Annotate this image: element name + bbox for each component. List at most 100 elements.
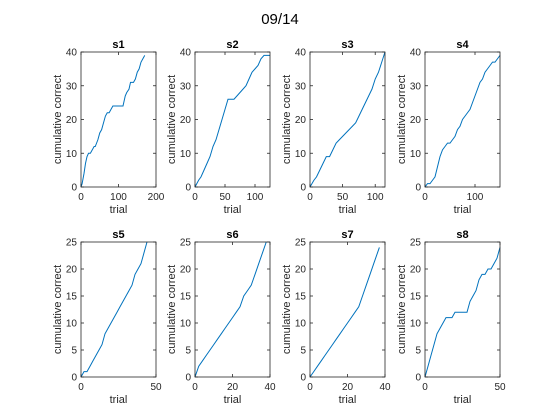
subplot-title: s1 <box>112 39 124 51</box>
y-tick-label: 20 <box>295 115 307 126</box>
y-axis-label: cumulative correct <box>166 75 178 164</box>
y-tick-label: 0 <box>300 373 306 384</box>
y-tick-label: 15 <box>66 292 78 303</box>
x-tick-label: 200 <box>148 192 165 203</box>
y-tick-label: 0 <box>71 373 77 384</box>
series-line <box>309 51 386 188</box>
axes-box <box>194 51 271 188</box>
subplot-s2: 0 50 100 0 10 20 30 40 s2 trial cumulative correct <box>166 39 271 216</box>
x-axis-label: trial <box>110 394 128 406</box>
x-axis-label: trial <box>339 394 357 406</box>
series-line <box>80 241 148 378</box>
x-tick-label: 0 <box>78 382 84 393</box>
series-line <box>80 55 146 188</box>
y-tick-label: 10 <box>295 149 307 160</box>
x-tick-label: 0 <box>422 192 428 203</box>
y-tick-label: 40 <box>180 48 192 59</box>
y-axis-label: cumulative correct <box>281 75 293 164</box>
x-axis-label: trial <box>110 204 128 216</box>
figure-title: 09/14 <box>261 11 299 28</box>
x-tick-label: 100 <box>110 192 127 203</box>
series-line <box>424 55 501 188</box>
subplot-s3: 0 50 100 0 10 20 30 40 s3 trial cumulative correct <box>281 39 386 216</box>
y-axis-label: cumulative correct <box>281 265 293 354</box>
y-tick-label: 10 <box>66 149 78 160</box>
series-line <box>194 54 270 188</box>
series-line <box>309 247 380 378</box>
x-axis-label: trial <box>339 204 357 216</box>
y-tick-label: 20 <box>180 265 192 276</box>
subplot-s6: 0 20 40 0 5 10 15 20 25 s6 trial cumulative correct <box>166 229 276 406</box>
y-tick-label: 0 <box>300 183 306 194</box>
x-tick-label: 100 <box>247 192 264 203</box>
subplot-s5: 0 50 0 5 10 15 20 25 s5 trial cumulative correct <box>52 229 162 406</box>
series-line <box>194 241 267 378</box>
y-tick-label: 15 <box>410 292 422 303</box>
subplot-title: s8 <box>456 229 468 241</box>
y-tick-label: 0 <box>415 183 421 194</box>
y-tick-label: 10 <box>410 149 422 160</box>
y-tick-label: 0 <box>185 373 191 384</box>
axes-box <box>80 241 157 378</box>
x-axis-label: trial <box>224 394 242 406</box>
y-tick-label: 20 <box>410 115 422 126</box>
x-tick-label: 40 <box>379 382 391 393</box>
y-tick-label: 30 <box>180 81 192 92</box>
y-tick-label: 25 <box>295 238 307 249</box>
x-tick-label: 20 <box>342 382 354 393</box>
y-tick-label: 20 <box>66 265 78 276</box>
axes-box <box>424 241 501 378</box>
y-tick-label: 15 <box>295 292 307 303</box>
axes-box <box>80 51 157 188</box>
y-tick-label: 20 <box>410 265 422 276</box>
y-tick-label: 10 <box>180 149 192 160</box>
x-tick-label: 50 <box>337 192 349 203</box>
x-tick-label: 0 <box>307 382 313 393</box>
y-tick-label: 40 <box>295 48 307 59</box>
y-tick-label: 0 <box>185 183 191 194</box>
x-tick-label: 0 <box>78 192 84 203</box>
y-tick-label: 15 <box>180 292 192 303</box>
x-tick-label: 20 <box>227 382 239 393</box>
x-tick-label: 50 <box>150 382 162 393</box>
x-tick-label: 100 <box>367 192 384 203</box>
y-tick-label: 25 <box>66 238 78 249</box>
series-line <box>424 247 501 378</box>
x-axis-label: trial <box>454 394 472 406</box>
y-axis-label: cumulative correct <box>396 75 408 164</box>
subplot-title: s5 <box>112 229 124 241</box>
y-tick-label: 10 <box>410 319 422 330</box>
x-tick-label: 40 <box>264 382 276 393</box>
x-tick-label: 0 <box>422 382 428 393</box>
x-axis-label: trial <box>224 204 242 216</box>
y-axis-label: cumulative correct <box>166 265 178 354</box>
y-tick-label: 0 <box>71 183 77 194</box>
subplot-s7: 0 20 40 0 5 10 15 20 25 s7 trial cumulative correct <box>281 229 391 406</box>
subplot-title: s3 <box>341 39 353 51</box>
x-axis-label: trial <box>454 204 472 216</box>
y-axis-label: cumulative correct <box>396 265 408 354</box>
x-tick-label: 50 <box>219 192 231 203</box>
y-tick-label: 5 <box>185 346 191 357</box>
y-tick-label: 30 <box>410 81 422 92</box>
y-tick-label: 5 <box>300 346 306 357</box>
x-tick-label: 100 <box>467 192 484 203</box>
y-tick-label: 25 <box>410 238 422 249</box>
x-tick-label: 0 <box>307 192 313 203</box>
subplot-title: s7 <box>341 229 353 241</box>
subplot-s8: 0 50 0 5 10 15 20 25 s8 trial cumulative correct <box>396 229 506 406</box>
y-tick-label: 10 <box>295 319 307 330</box>
subplot-title: s4 <box>456 39 469 51</box>
y-axis-label: cumulative correct <box>52 75 64 164</box>
subplot-s4: 0 100 0 10 20 30 40 s4 trial cumulative correct <box>396 39 501 216</box>
x-tick-label: 50 <box>494 382 506 393</box>
y-tick-label: 10 <box>180 319 192 330</box>
y-tick-label: 40 <box>66 48 78 59</box>
y-tick-label: 0 <box>415 373 421 384</box>
y-tick-label: 10 <box>66 319 78 330</box>
y-tick-label: 40 <box>410 48 422 59</box>
subplot-title: s2 <box>226 39 238 51</box>
y-tick-label: 30 <box>66 81 78 92</box>
